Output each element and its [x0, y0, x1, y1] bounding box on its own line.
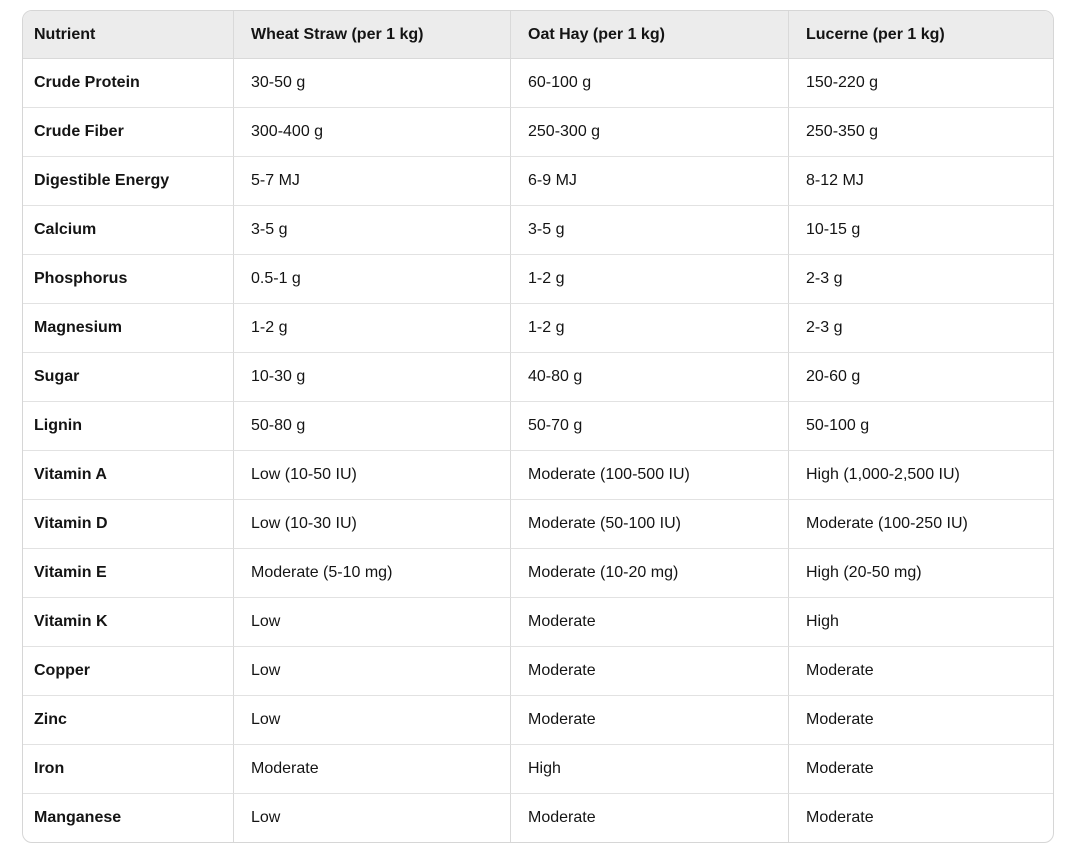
table-cell: Moderate (100-250 IU)	[789, 500, 1053, 549]
table-cell: Moderate (50-100 IU)	[511, 500, 789, 549]
table-row: Vitamin E Moderate (5-10 mg) Moderate (10-…	[23, 549, 1053, 598]
table-row: Phosphorus 0.5-1 g 1-2 g 2-3 g	[23, 255, 1053, 304]
table-cell: 1-2 g	[511, 304, 789, 353]
table-cell: 60-100 g	[511, 59, 789, 108]
table-cell: 50-70 g	[511, 402, 789, 451]
table-cell: Moderate	[234, 745, 511, 794]
row-header: Vitamin A	[23, 451, 234, 500]
table-cell: Low (10-50 IU)	[234, 451, 511, 500]
table-cell: Moderate	[789, 745, 1053, 794]
table-cell: 8-12 MJ	[789, 157, 1053, 206]
table-cell: 10-15 g	[789, 206, 1053, 255]
row-header: Crude Fiber	[23, 108, 234, 157]
table-cell: 250-300 g	[511, 108, 789, 157]
table-cell: 1-2 g	[234, 304, 511, 353]
row-header: Vitamin E	[23, 549, 234, 598]
table-cell: 5-7 MJ	[234, 157, 511, 206]
row-header: Manganese	[23, 794, 234, 842]
row-header: Zinc	[23, 696, 234, 745]
table-cell: High (1,000-2,500 IU)	[789, 451, 1053, 500]
nutrient-comparison-table: Nutrient Wheat Straw (per 1 kg) Oat Hay (p…	[23, 11, 1053, 842]
column-header: Oat Hay (per 1 kg)	[511, 11, 789, 59]
table-cell: 10-30 g	[234, 353, 511, 402]
row-header: Vitamin D	[23, 500, 234, 549]
table-row: Vitamin D Low (10-30 IU) Moderate (50-100 …	[23, 500, 1053, 549]
table-cell: 40-80 g	[511, 353, 789, 402]
row-header: Phosphorus	[23, 255, 234, 304]
table-row: Copper Low Moderate Moderate	[23, 647, 1053, 696]
table-row: Calcium 3-5 g 3-5 g 10-15 g	[23, 206, 1053, 255]
table-cell: Low	[234, 598, 511, 647]
column-header: Lucerne (per 1 kg)	[789, 11, 1053, 59]
row-header: Vitamin K	[23, 598, 234, 647]
table-cell: Moderate	[789, 696, 1053, 745]
table-cell: 0.5-1 g	[234, 255, 511, 304]
table-cell: 1-2 g	[511, 255, 789, 304]
table-cell: 50-80 g	[234, 402, 511, 451]
table-row: Sugar 10-30 g 40-80 g 20-60 g	[23, 353, 1053, 402]
table-row: Digestible Energy 5-7 MJ 6-9 MJ 8-12 MJ	[23, 157, 1053, 206]
nutrient-comparison-table-container: Nutrient Wheat Straw (per 1 kg) Oat Hay (p…	[22, 10, 1054, 843]
table-row: Vitamin K Low Moderate High	[23, 598, 1053, 647]
row-header: Calcium	[23, 206, 234, 255]
header-row: Nutrient Wheat Straw (per 1 kg) Oat Hay (p…	[23, 11, 1053, 59]
table-cell: Low	[234, 794, 511, 842]
table-row: Zinc Low Moderate Moderate	[23, 696, 1053, 745]
table-row: Crude Protein 30-50 g 60-100 g 150-220 g	[23, 59, 1053, 108]
table-row: Manganese Low Moderate Moderate	[23, 794, 1053, 842]
table-cell: 3-5 g	[511, 206, 789, 255]
table-row: Vitamin A Low (10-50 IU) Moderate (100-500…	[23, 451, 1053, 500]
row-header: Digestible Energy	[23, 157, 234, 206]
column-header: Nutrient	[23, 11, 234, 59]
table-cell: Moderate (10-20 mg)	[511, 549, 789, 598]
table-cell: Moderate	[789, 647, 1053, 696]
table-cell: 300-400 g	[234, 108, 511, 157]
table-cell: 50-100 g	[789, 402, 1053, 451]
table-cell: Moderate	[511, 696, 789, 745]
table-cell: 3-5 g	[234, 206, 511, 255]
table-cell: Moderate	[511, 647, 789, 696]
table-cell: 30-50 g	[234, 59, 511, 108]
table-cell: Moderate (100-500 IU)	[511, 451, 789, 500]
table-row: Crude Fiber 300-400 g 250-300 g 250-350 g	[23, 108, 1053, 157]
table-cell: Moderate	[511, 794, 789, 842]
table-cell: Low (10-30 IU)	[234, 500, 511, 549]
table-cell: 20-60 g	[789, 353, 1053, 402]
table-row: Iron Moderate High Moderate	[23, 745, 1053, 794]
row-header: Lignin	[23, 402, 234, 451]
table-cell: 6-9 MJ	[511, 157, 789, 206]
table-cell: High	[789, 598, 1053, 647]
table-body: Crude Protein 30-50 g 60-100 g 150-220 g Cru…	[23, 59, 1053, 842]
table-cell: Moderate	[511, 598, 789, 647]
row-header: Iron	[23, 745, 234, 794]
column-header: Wheat Straw (per 1 kg)	[234, 11, 511, 59]
table-cell: Low	[234, 647, 511, 696]
table-row: Lignin 50-80 g 50-70 g 50-100 g	[23, 402, 1053, 451]
table-head: Nutrient Wheat Straw (per 1 kg) Oat Hay (p…	[23, 11, 1053, 59]
row-header: Crude Protein	[23, 59, 234, 108]
table-cell: 2-3 g	[789, 255, 1053, 304]
row-header: Copper	[23, 647, 234, 696]
row-header: Sugar	[23, 353, 234, 402]
table-cell: High	[511, 745, 789, 794]
table-cell: Moderate	[806, 809, 874, 826]
table-cell: 150-220 g	[789, 59, 1053, 108]
table-cell: High (20-50 mg)	[789, 549, 1053, 598]
table-cell: 2-3 g	[789, 304, 1053, 353]
row-header: Magnesium	[23, 304, 234, 353]
table-cell: 250-350 g	[789, 108, 1053, 157]
table-cell: Moderate (5-10 mg)	[234, 549, 511, 598]
table-row: Magnesium 1-2 g 1-2 g 2-3 g	[23, 304, 1053, 353]
table-cell: Low	[234, 696, 511, 745]
